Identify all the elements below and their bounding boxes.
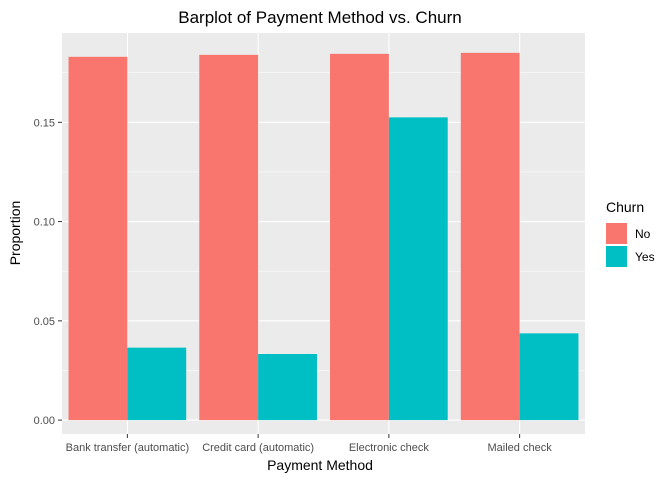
- legend-label-yes: Yes: [635, 250, 655, 264]
- bar-yes-4: [519, 333, 579, 421]
- y-tick-label: 0.15: [34, 117, 55, 129]
- bars: [68, 52, 579, 421]
- y-axis: 0.00 0.05 0.10 0.15: [34, 117, 62, 427]
- bar-no-4: [460, 52, 520, 421]
- y-axis-title: Proportion: [7, 201, 23, 266]
- legend-label-no: No: [635, 227, 651, 241]
- bar-no-2: [199, 54, 259, 421]
- x-tick-label: Electronic check: [349, 442, 430, 454]
- legend-title: Churn: [606, 199, 644, 215]
- y-tick-label: 0.00: [34, 415, 55, 427]
- bar-no-3: [330, 53, 389, 421]
- legend-swatch-yes: [606, 246, 627, 267]
- bar-yes-3: [388, 117, 448, 421]
- x-tick-label: Mailed check: [488, 442, 553, 454]
- legend-swatch-no: [606, 223, 627, 244]
- bar-yes-1: [127, 347, 187, 421]
- bar-no-1: [68, 56, 128, 421]
- y-tick-label: 0.10: [34, 217, 55, 229]
- chart-title: Barplot of Payment Method vs. Churn: [178, 8, 461, 27]
- legend: Churn No Yes: [606, 199, 655, 267]
- x-tick-label: Bank transfer (automatic): [66, 442, 190, 454]
- x-axis-title: Payment Method: [267, 457, 373, 473]
- bar-yes-2: [258, 353, 317, 421]
- x-axis: Bank transfer (automatic) Credit card (au…: [66, 434, 553, 454]
- x-tick-label: Credit card (automatic): [202, 442, 314, 454]
- y-tick-label: 0.05: [34, 316, 55, 328]
